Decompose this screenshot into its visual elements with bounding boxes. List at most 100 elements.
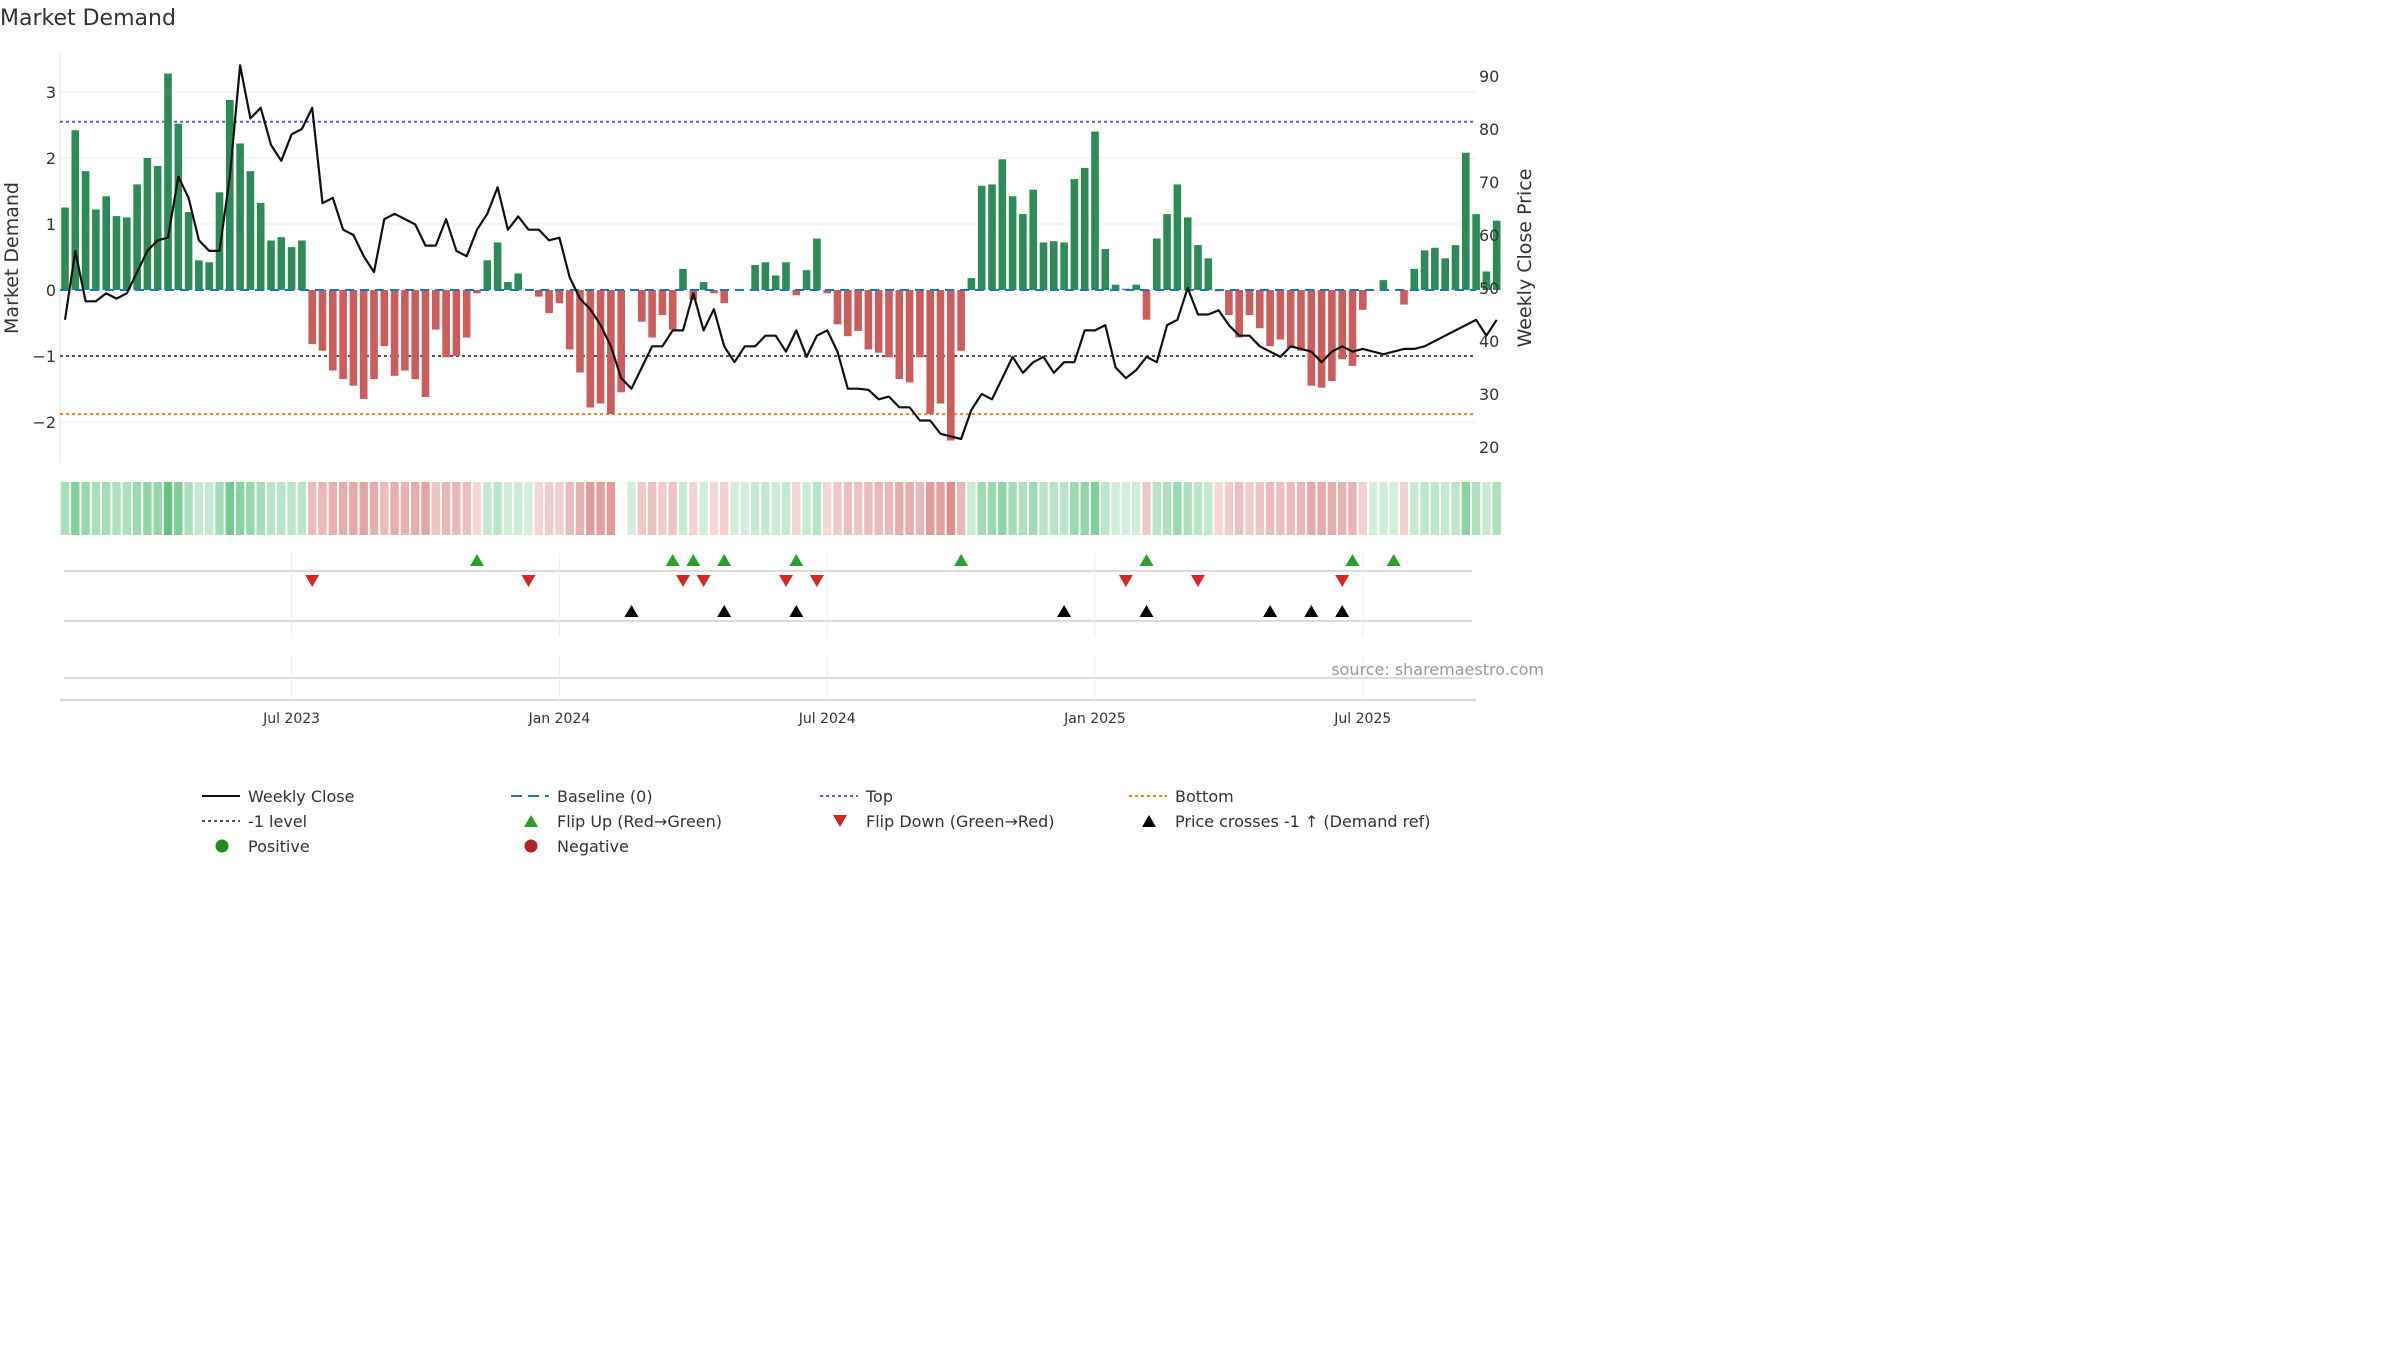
heat-cell — [699, 482, 708, 535]
demand-bar-positive — [1420, 250, 1429, 290]
heat-cell — [1224, 482, 1234, 535]
heat-cell — [91, 482, 101, 535]
price-cross-marker — [789, 605, 804, 617]
heat-cell — [720, 482, 729, 535]
demand-bar-positive — [483, 260, 492, 290]
heat-cell — [163, 482, 173, 535]
heat-cell — [1111, 482, 1120, 535]
flip-up-marker — [1386, 554, 1401, 566]
legend-swatch-dot — [524, 839, 538, 853]
demand-bar-negative — [1400, 290, 1408, 305]
heat-cell — [750, 482, 760, 535]
demand-bar-positive — [92, 209, 100, 290]
demand-bar-positive — [215, 192, 224, 290]
demand-bars — [61, 73, 1501, 441]
heat-cell — [194, 482, 204, 535]
chart-title: Market Demand — [0, 6, 176, 31]
demand-bar-positive — [504, 282, 512, 290]
heat-cell — [967, 482, 976, 535]
demand-bar-positive — [102, 196, 110, 290]
demand-bar-negative — [359, 290, 368, 399]
demand-bar-negative — [895, 290, 904, 380]
left-y-tick-label: 3 — [46, 83, 56, 102]
legend-label: Flip Up (Red→Green) — [557, 812, 722, 831]
legend-swatch-dot — [215, 839, 229, 853]
demand-bar-negative — [905, 290, 914, 383]
heat-cell — [112, 482, 121, 535]
heat-cell — [452, 482, 461, 535]
demand-bar-negative — [864, 290, 873, 350]
demand-bar-negative — [596, 290, 605, 404]
heat-cell — [1358, 482, 1367, 535]
heat-cell — [627, 482, 636, 535]
heat-cell — [1029, 482, 1038, 535]
heat-cell — [1327, 482, 1337, 535]
demand-bar-positive — [277, 237, 286, 290]
legend-label: Price crosses -1 ↑ (Demand ref) — [1175, 812, 1431, 831]
left-y-tick-label: 2 — [46, 149, 56, 168]
left-y-tick-label: 1 — [46, 215, 56, 234]
demand-bar-positive — [1029, 189, 1037, 290]
demand-bar-positive — [195, 260, 203, 290]
demand-bar-positive — [1019, 214, 1027, 290]
heat-cell — [864, 482, 873, 535]
demand-bar-positive — [143, 158, 152, 290]
heat-cell — [71, 482, 80, 535]
right-y-tick-label: 60 — [1479, 226, 1499, 245]
price-cross-marker — [1263, 605, 1278, 617]
heat-cell — [1471, 482, 1481, 535]
heat-cell — [1317, 482, 1326, 535]
heat-cell — [174, 482, 183, 535]
heat-cell — [1379, 482, 1388, 535]
heat-cell — [1090, 482, 1100, 535]
demand-bar-negative — [308, 290, 316, 345]
heat-cell — [369, 482, 379, 535]
demand-bar-positive — [1451, 245, 1460, 290]
demand-bar-negative — [1338, 290, 1346, 360]
demand-bar-negative — [1286, 290, 1295, 349]
heat-cell — [812, 482, 822, 535]
source-note: source: sharemaestro.com — [1331, 660, 1544, 679]
flip-up-marker — [686, 554, 701, 566]
heat-cell — [678, 482, 688, 535]
price-cross-marker — [1304, 605, 1319, 617]
heat-cell — [1430, 482, 1440, 535]
right-y-tick-label: 90 — [1479, 67, 1499, 86]
heat-cell — [771, 482, 780, 535]
demand-bar-positive — [205, 262, 213, 290]
demand-bar-positive — [123, 217, 131, 290]
heat-cell — [1451, 482, 1460, 535]
demand-bar-positive — [1091, 131, 1099, 290]
demand-bar-negative — [648, 290, 656, 338]
heat-cell — [1245, 482, 1254, 535]
heat-cell — [596, 482, 605, 535]
heat-cell — [431, 482, 440, 535]
heat-cell — [946, 482, 955, 535]
heat-cell — [730, 482, 739, 535]
legend-label: Baseline (0) — [557, 787, 653, 806]
demand-bar-positive — [1060, 242, 1068, 290]
demand-bar-negative — [329, 290, 337, 371]
demand-bar-positive — [1379, 280, 1388, 290]
demand-bar-positive — [1153, 238, 1161, 290]
demand-bar-negative — [658, 290, 667, 316]
demand-bar-negative — [1328, 290, 1336, 382]
heat-cell — [1296, 482, 1306, 535]
price-cross-marker — [624, 605, 639, 617]
heat-cell — [1193, 482, 1203, 535]
demand-bar-positive — [287, 247, 296, 290]
demand-bar-negative — [370, 290, 378, 380]
heat-cell — [1101, 482, 1110, 535]
heat-cell — [1008, 482, 1017, 535]
demand-bar-negative — [1359, 290, 1367, 310]
right-y-tick-label: 20 — [1479, 438, 1499, 457]
demand-bar-positive — [1163, 214, 1171, 290]
heat-cell — [637, 482, 646, 535]
demand-bar-negative — [1276, 290, 1285, 340]
demand-bar-positive — [246, 171, 255, 290]
demand-bar-positive — [998, 159, 1007, 290]
heat-cell — [472, 482, 482, 535]
demand-bar-positive — [1472, 214, 1480, 290]
demand-bar-positive — [1462, 152, 1470, 290]
legend-label: Top — [865, 787, 893, 806]
